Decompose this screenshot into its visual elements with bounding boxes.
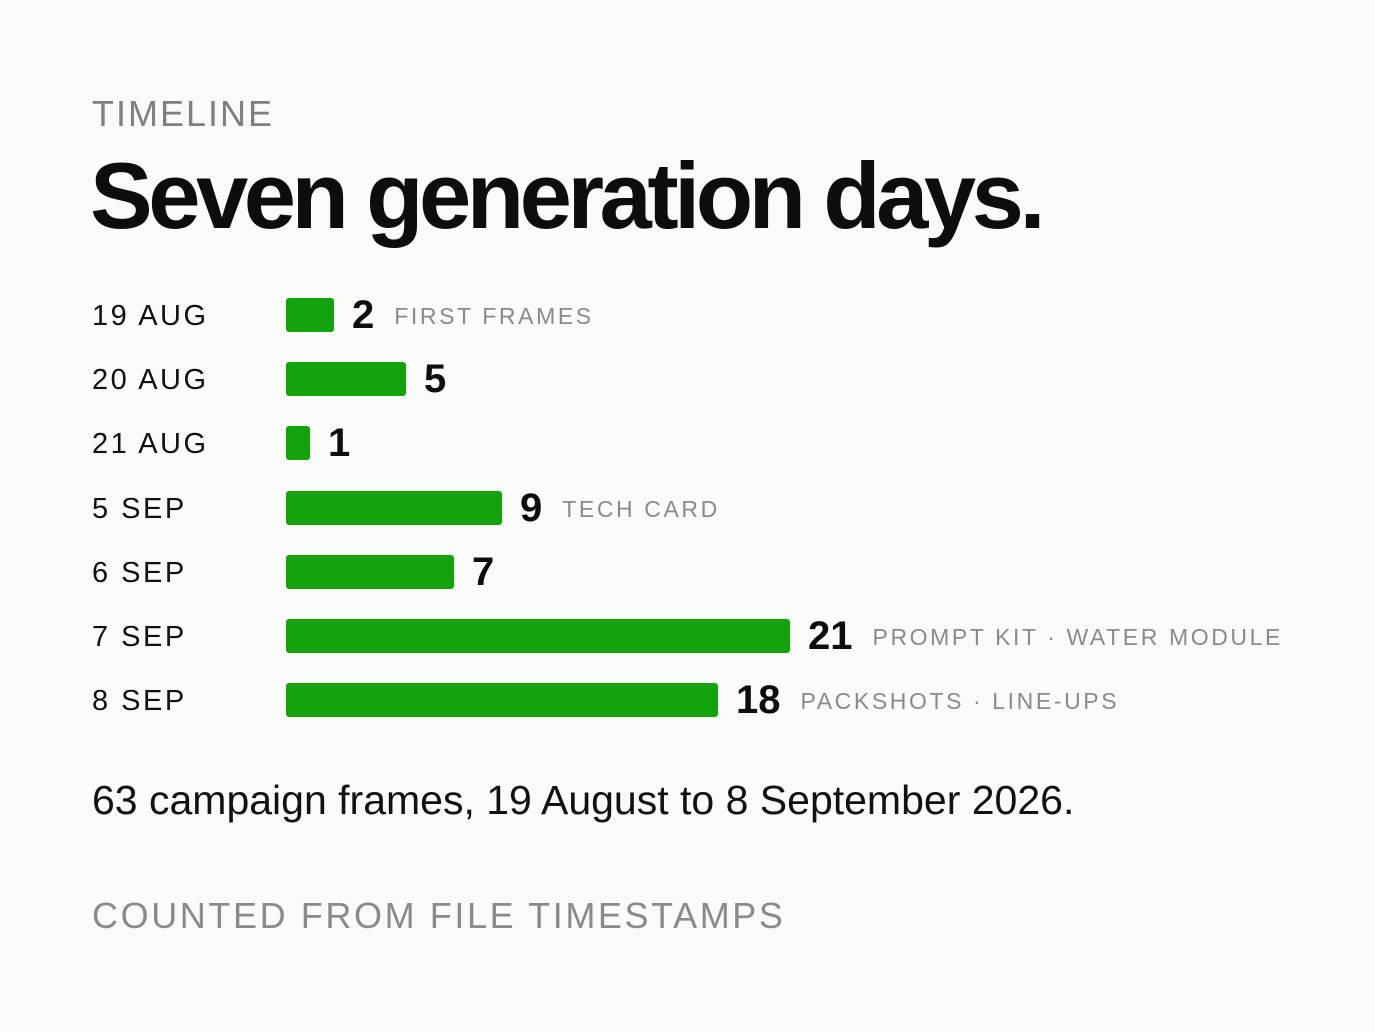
category-label: 6 SEP bbox=[92, 556, 187, 589]
bar bbox=[286, 426, 310, 461]
footnote-text: COUNTED FROM FILE TIMESTAMPS bbox=[92, 895, 786, 936]
value-label: 9 bbox=[520, 485, 543, 530]
value-label: 5 bbox=[424, 357, 447, 402]
bar bbox=[286, 490, 502, 525]
category-label: 20 AUG bbox=[92, 364, 209, 397]
value-label: 2 bbox=[352, 293, 375, 337]
category-label: 7 SEP bbox=[92, 621, 187, 653]
value-label: 21 bbox=[808, 614, 853, 658]
chart-row: 19 AUG 2 FIRST FRAMES bbox=[0, 293, 1375, 337]
bar bbox=[286, 683, 718, 718]
category-label: 21 AUG bbox=[92, 428, 209, 461]
page-title: Seven generation days. bbox=[90, 143, 1046, 248]
annotation-label: TECH CARD bbox=[562, 495, 720, 522]
annotation-label: PROMPT KIT · WATER MODULE bbox=[872, 624, 1283, 650]
value-label: 1 bbox=[328, 421, 351, 466]
bar bbox=[286, 362, 406, 397]
chart-row: 21 AUG 1 bbox=[0, 421, 1375, 466]
chart-row: 8 SEP 18 PACKSHOTS · LINE-UPS bbox=[0, 678, 1375, 723]
category-label: 5 SEP bbox=[92, 492, 187, 525]
annotation-label: FIRST FRAMES bbox=[394, 303, 594, 329]
chart-row: 7 SEP 21 PROMPT KIT · WATER MODULE bbox=[0, 614, 1375, 658]
annotation-label: PACKSHOTS · LINE-UPS bbox=[800, 688, 1120, 715]
bar bbox=[286, 298, 334, 332]
summary-text: 63 campaign frames, 19 August to 8 Septe… bbox=[92, 777, 1075, 823]
chart-row: 5 SEP 9 TECH CARD bbox=[0, 485, 1375, 530]
bar bbox=[286, 554, 454, 589]
category-label: 19 AUG bbox=[92, 300, 209, 332]
category-label: 8 SEP bbox=[92, 685, 187, 718]
chart-row: 6 SEP 7 bbox=[0, 549, 1375, 594]
eyebrow-label: TIMELINE bbox=[92, 93, 275, 134]
chart-row: 20 AUG 5 bbox=[0, 357, 1375, 402]
value-label: 7 bbox=[472, 549, 495, 594]
value-label: 18 bbox=[736, 678, 781, 723]
bar bbox=[286, 619, 790, 653]
